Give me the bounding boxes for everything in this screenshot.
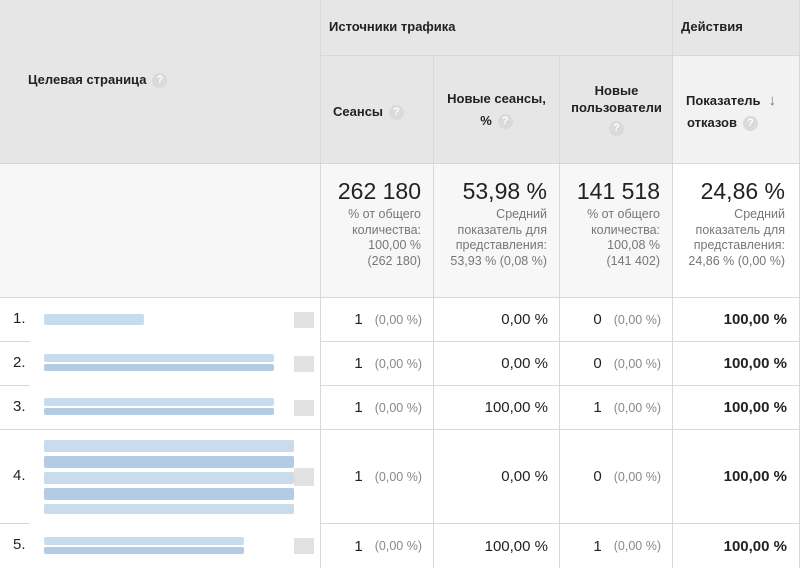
grid-line [0,341,30,342]
grid-line [320,341,800,342]
grid-line [320,523,800,524]
help-icon[interactable]: ? [152,73,168,89]
sort-descending-icon[interactable]: ↓ [768,92,777,109]
table-row[interactable]: 1. 1 (0,00 %) 0,00 % 0 (0,00 %) 100,00 % [13,310,787,328]
column-header-new-users[interactable]: Новые пользователи ? [571,83,662,136]
blurred-action-icon[interactable] [294,400,314,416]
grid-line [672,0,673,568]
blurred-url[interactable] [44,314,144,325]
totals-new-users: 141 518 % от общего количества: 100,08 %… [576,178,660,268]
blurred-url[interactable] [44,398,274,406]
column-header-new-sessions[interactable]: Новые сеансы, %? [447,91,546,130]
grid-line [0,523,30,524]
sorted-column-totals-background [673,164,800,297]
column-header-landing-page[interactable]: Целевая страница? [28,72,168,89]
grid-line [320,0,321,568]
blurred-url[interactable] [44,354,274,362]
totals-background [0,164,800,297]
blurred-url[interactable] [44,364,274,371]
help-icon[interactable]: ? [742,116,758,132]
table-row[interactable]: 5. 1 (0,00 %) 100,00 % 1 (0,00 %) 100,00 % [13,536,787,555]
header-background [0,0,800,163]
blurred-url[interactable] [44,504,294,514]
totals-sessions: 262 180 % от общего количества: 100,00 %… [337,178,421,268]
grid-line [0,163,800,164]
table-row[interactable]: 2. 1 (0,00 %) 0,00 % 0 (0,00 %) 100,00 % [13,354,787,372]
table-row[interactable]: 4. 1 (0,00 %) 0,00 % 0 (0,00 %) 100,00 % [0,430,800,523]
blurred-url[interactable] [44,472,294,484]
grid-line [559,56,560,568]
grid-line [433,56,434,568]
blurred-url[interactable] [44,547,244,554]
blurred-url[interactable] [44,488,294,500]
blurred-url[interactable] [44,537,244,545]
grid-line [0,385,30,386]
sorted-column-header-background [673,56,800,163]
blurred-url[interactable] [44,408,274,415]
totals-bounce-rate: 24,86 % Средний показатель для представл… [688,178,785,268]
column-header-sessions[interactable]: Сеансы? [333,104,405,121]
group-header-actions: Действия [681,19,743,34]
column-header-bounce-rate[interactable]: Показатель ↓ отказов? [686,92,777,132]
blurred-url[interactable] [44,440,294,452]
grid-line [320,385,800,386]
table-row[interactable]: 3. 1 (0,00 %) 100,00 % 1 (0,00 %) 100,00 % [13,398,787,416]
help-icon[interactable]: ? [609,121,624,136]
grid-line [0,429,800,430]
group-header-traffic-sources: Источники трафика [329,19,456,34]
blurred-url[interactable] [44,456,294,468]
help-icon[interactable]: ? [497,114,513,130]
grid-line [0,297,800,298]
totals-new-sessions: 53,98 % Средний показатель для представл… [450,178,547,268]
blurred-action-icon[interactable] [294,468,314,486]
blurred-action-icon[interactable] [294,312,314,328]
grid-line [320,55,800,56]
blurred-action-icon[interactable] [294,538,314,554]
blurred-action-icon[interactable] [294,356,314,372]
help-icon[interactable]: ? [389,105,405,121]
